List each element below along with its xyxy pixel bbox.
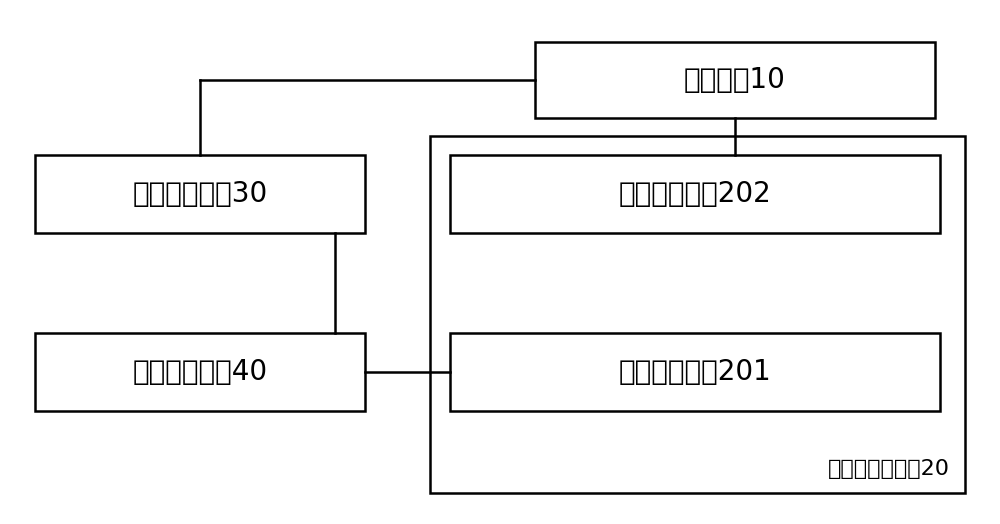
- Text: 数字模块10: 数字模块10: [684, 66, 786, 94]
- Bar: [450, 333, 940, 411]
- Bar: [430, 136, 965, 493]
- Text: 模拟接收链模块20: 模拟接收链模块20: [828, 460, 950, 479]
- Bar: [35, 333, 365, 411]
- Bar: [450, 155, 940, 233]
- Bar: [535, 42, 935, 118]
- Text: 温度监控模块202: 温度监控模块202: [619, 180, 771, 208]
- Text: 第一电源模块40: 第一电源模块40: [132, 358, 268, 386]
- Bar: [35, 155, 365, 233]
- Text: 第二电源模块201: 第二电源模块201: [619, 358, 771, 386]
- Text: 电流控制模块30: 电流控制模块30: [132, 180, 268, 208]
